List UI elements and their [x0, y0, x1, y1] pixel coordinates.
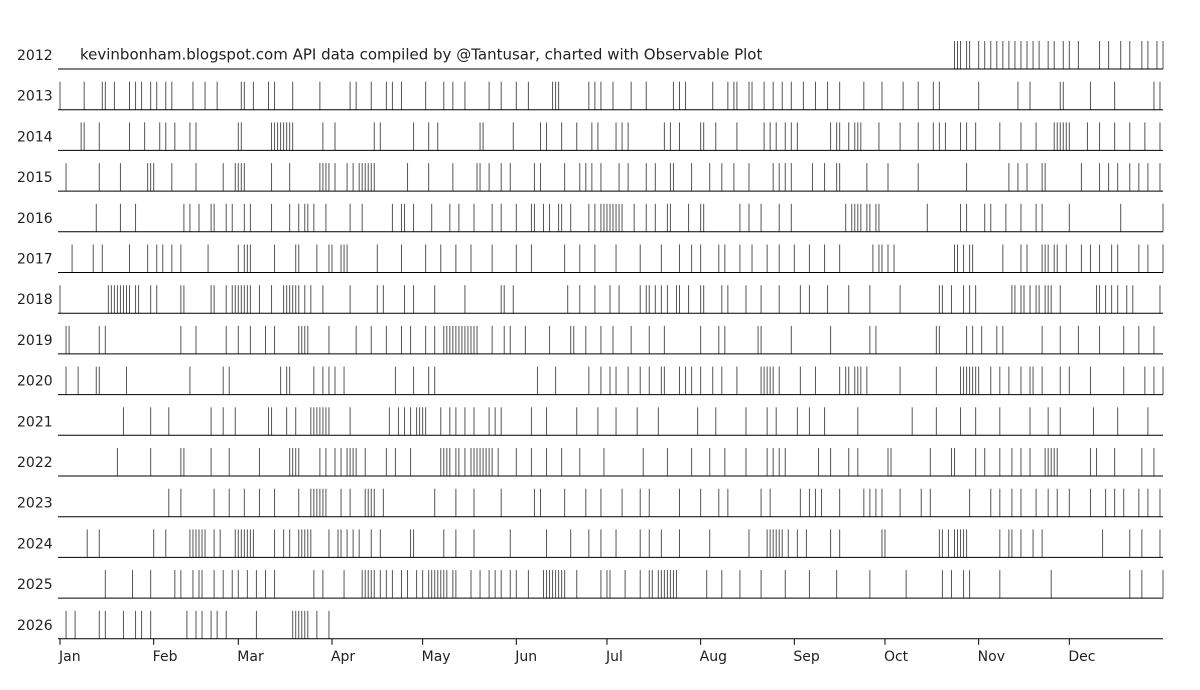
chart-title: kevinbonham.blogspot.com API data compil…: [80, 46, 762, 64]
year-label: 2016: [17, 211, 53, 227]
x-tick-label: Dec: [1068, 649, 1095, 665]
year-label: 2025: [17, 577, 53, 593]
x-tick-label: Mar: [237, 649, 264, 665]
x-tick-label: Nov: [978, 649, 1005, 665]
year-label: 2021: [17, 414, 53, 430]
year-label: 2018: [17, 292, 53, 308]
x-tick-label: Feb: [153, 649, 178, 665]
year-label: 2023: [17, 496, 53, 512]
x-tick-label: Oct: [884, 649, 909, 665]
year-label: 2012: [17, 48, 53, 64]
x-tick-label: Jan: [58, 649, 81, 665]
year-label: 2014: [17, 129, 53, 145]
year-label: 2026: [17, 618, 53, 634]
x-tick-label: Jun: [514, 649, 537, 665]
x-tick-label: Sep: [793, 649, 820, 665]
year-label: 2013: [17, 89, 53, 105]
year-label: 2017: [17, 252, 53, 268]
year-label: 2015: [17, 170, 53, 186]
x-tick-label: May: [422, 649, 451, 665]
year-label: 2022: [17, 455, 53, 471]
year-label: 2024: [17, 536, 53, 552]
x-tick-label: Apr: [331, 649, 355, 665]
x-tick-label: Jul: [605, 649, 623, 665]
year-label: 2020: [17, 374, 53, 390]
year-label: 2019: [17, 333, 53, 349]
x-tick-label: Aug: [700, 649, 727, 665]
